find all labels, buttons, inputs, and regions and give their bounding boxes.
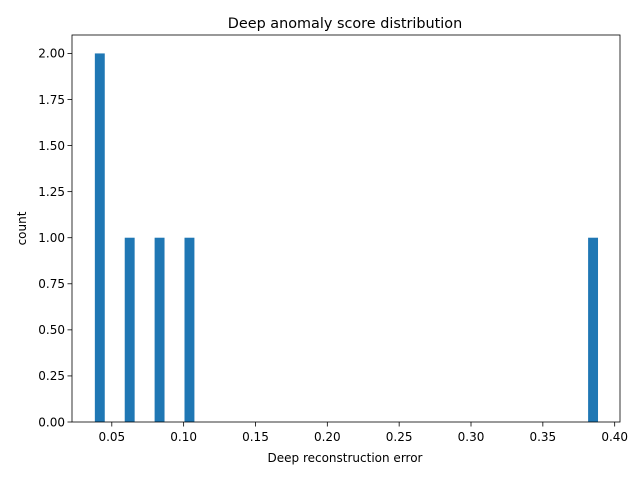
chart-title: Deep anomaly score distribution xyxy=(228,16,462,32)
x-tick-label: 0.25 xyxy=(386,430,413,444)
y-tick-label: 0.75 xyxy=(38,277,65,291)
y-tick-label: 1.25 xyxy=(38,185,65,199)
histogram-bar-3 xyxy=(184,237,195,422)
y-tick-label: 0.25 xyxy=(38,369,65,383)
y-tick-label: 1.00 xyxy=(38,231,65,245)
y-axis: 0.00 0.25 0.50 0.75 1.00 1.25 1.50 1.75 2.00 xyxy=(38,47,72,429)
x-axis-label: Deep reconstruction error xyxy=(268,451,423,465)
x-tick-label: 0.35 xyxy=(529,430,556,444)
x-tick-label: 0.20 xyxy=(314,430,341,444)
y-tick-label: 1.50 xyxy=(38,139,65,153)
y-axis-label: count xyxy=(15,211,29,245)
x-tick-label: 0.30 xyxy=(458,430,485,444)
x-tick-label: 0.40 xyxy=(601,430,628,444)
x-tick-label: 0.05 xyxy=(98,430,125,444)
y-tick-label: 0.00 xyxy=(38,415,65,429)
x-tick-label: 0.10 xyxy=(170,430,197,444)
x-tick-label: 0.15 xyxy=(242,430,269,444)
histogram-bar-2 xyxy=(154,237,165,422)
y-tick-label: 1.75 xyxy=(38,93,65,107)
histogram-bar-4 xyxy=(588,237,599,422)
y-tick-label: 0.50 xyxy=(38,323,65,337)
bars-group xyxy=(94,53,599,423)
y-tick-label: 2.00 xyxy=(38,47,65,61)
histogram-bar-0 xyxy=(94,53,105,423)
plot-frame xyxy=(71,34,621,423)
histogram-bar-1 xyxy=(124,237,135,422)
x-axis: 0.05 0.10 0.15 0.20 0.25 0.30 0.35 0.40 xyxy=(98,422,628,444)
